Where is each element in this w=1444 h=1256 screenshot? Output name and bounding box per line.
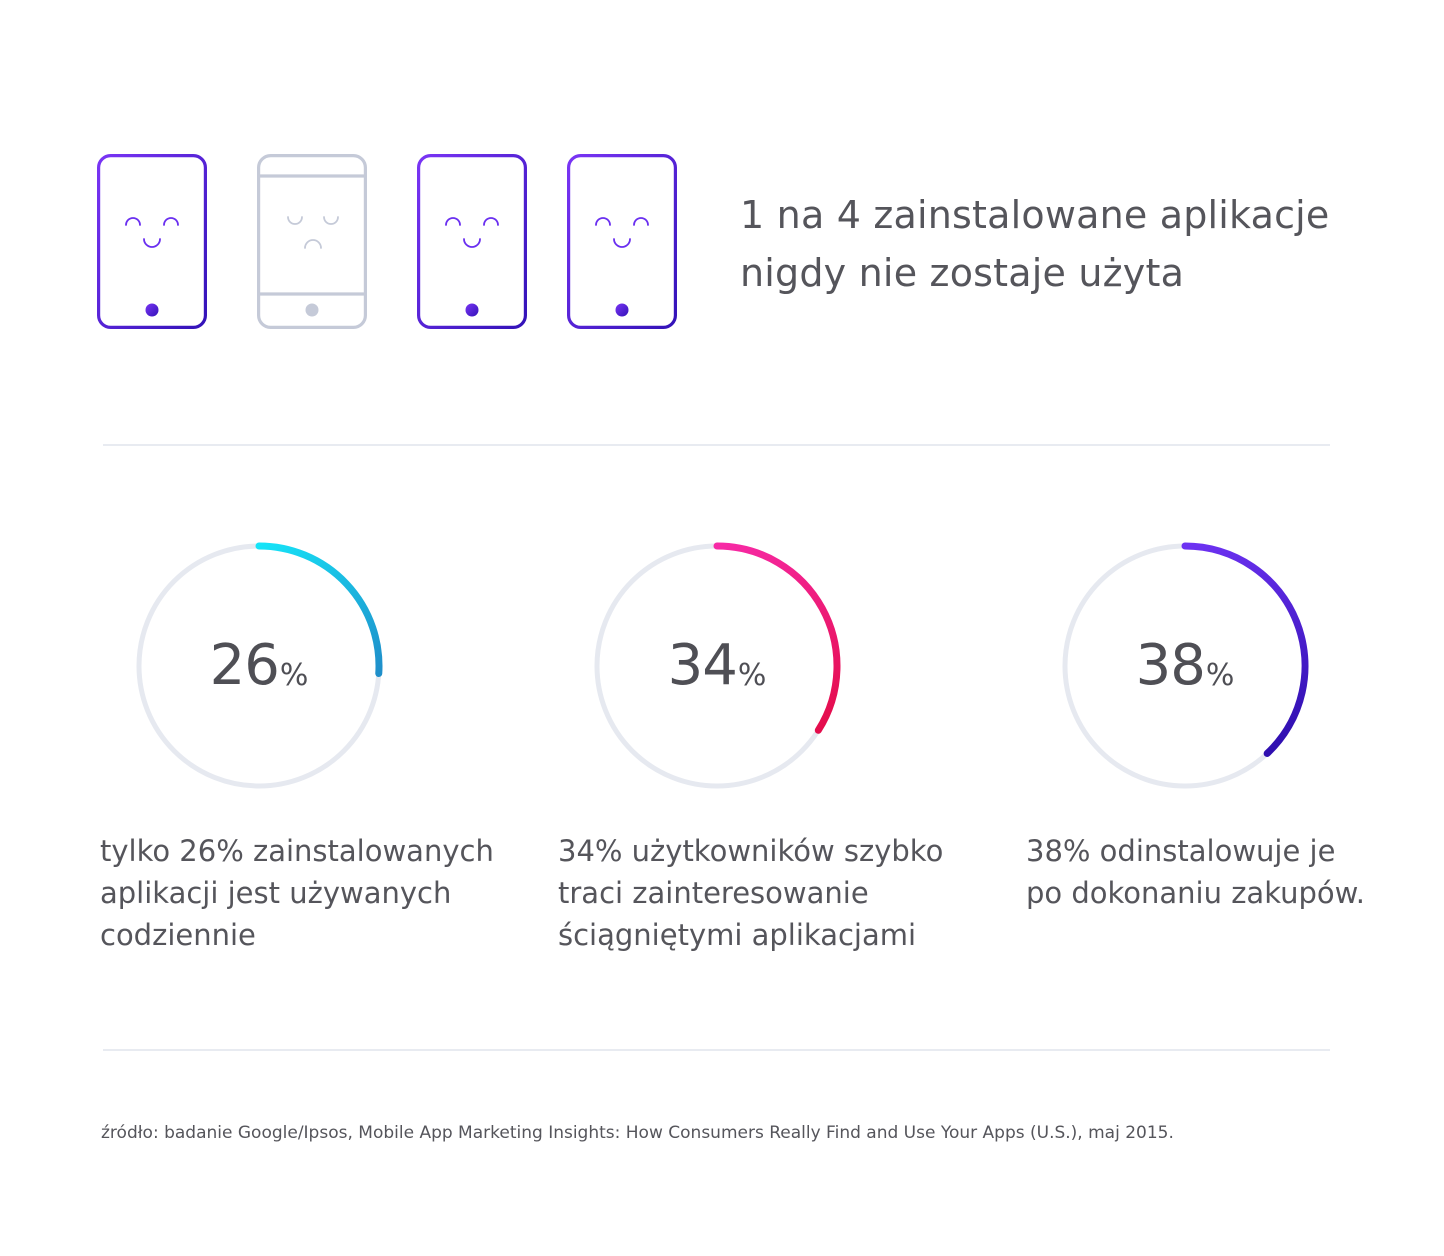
ring-progress-arc [1181,542,1309,757]
home-button [615,303,629,317]
stat-text-line: traci zainteresowanie [558,876,869,910]
sad-phone-icon [257,154,367,329]
ring-value: 26% [134,541,384,791]
stat-text-line: 38% odinstalowuje je [1026,834,1336,868]
headline-line-1: 1 na 4 zainstalowane aplikacje [740,193,1330,237]
stat-text-line: 34% użytkowników szybko [558,834,944,868]
home-button [465,303,479,317]
stat-text-line: aplikacji jest używanych [100,876,452,910]
stat-description-26: tylko 26% zainstalowanych aplikacji jest… [100,830,494,956]
home-button [145,303,159,317]
progress-ring [136,542,383,789]
phone-body [97,154,207,329]
happy-phone-icon [417,154,527,329]
happy-phone-icon [97,154,207,329]
divider-top [103,444,1330,446]
divider-bottom [103,1049,1330,1051]
ring-number: 34 [667,633,738,698]
happy-phone-icon [567,154,677,329]
sad-phone-icon [257,154,367,329]
ring-number: 26 [209,633,280,698]
stat-description-38: 38% odinstalowuje je po dokonaniu zakupó… [1026,830,1365,914]
ring-unit: % [279,658,309,693]
source-note: źródło: badanie Google/Ipsos, Mobile App… [101,1123,1174,1143]
headline: 1 na 4 zainstalowane aplikacje nigdy nie… [740,186,1420,302]
ring-unit: % [737,658,767,693]
stat-text-line: po dokonaniu zakupów. [1026,876,1365,910]
phone-body [567,154,677,329]
phone-body [257,154,367,329]
headline-line-2: nigdy nie zostaje użyta [740,251,1185,295]
ring-unit: % [1205,658,1235,693]
home-button [305,303,319,317]
happy-phone-icon [417,154,527,329]
ring-progress-arc [713,542,841,734]
ring-progress-arc [255,542,383,678]
progress-ring [594,542,841,789]
stat-ring-34: 34% [592,541,842,791]
progress-ring [1062,542,1309,789]
stat-text-line: ściągniętymi aplikacjami [558,918,917,952]
phone-body [417,154,527,329]
stat-description-34: 34% użytkowników szybko traci zaintereso… [558,830,943,956]
phones-illustration [0,0,720,360]
stat-text-line: tylko 26% zainstalowanych [100,834,494,868]
stat-text-line: codziennie [100,918,256,952]
stat-ring-38: 38% [1060,541,1310,791]
ring-value: 38% [1060,541,1310,791]
ring-value: 34% [592,541,842,791]
ring-number: 38 [1135,633,1206,698]
happy-phone-icon [97,154,207,329]
happy-phone-icon [567,154,677,329]
stat-ring-26: 26% [134,541,384,791]
